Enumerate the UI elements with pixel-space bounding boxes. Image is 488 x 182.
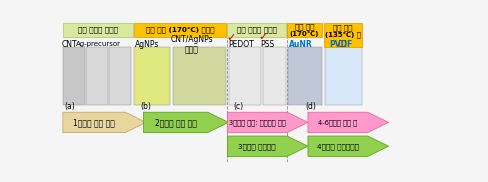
Text: AuNR: AuNR [289, 40, 313, 49]
FancyBboxPatch shape [287, 23, 322, 37]
Text: 저온 소결 (170℃) 후처리: 저온 소결 (170℃) 후처리 [145, 27, 214, 33]
FancyBboxPatch shape [228, 47, 261, 104]
Text: 4차년도 공인시험서: 4차년도 공인시험서 [317, 143, 359, 150]
Text: PVDF: PVDF [329, 40, 352, 49]
FancyBboxPatch shape [63, 47, 85, 104]
Polygon shape [63, 112, 146, 132]
Polygon shape [308, 136, 388, 156]
FancyBboxPatch shape [263, 47, 286, 104]
Text: ✓: ✓ [259, 31, 268, 41]
FancyBboxPatch shape [324, 23, 362, 47]
Text: 3차년도 용융: 온도센서 제조: 3차년도 용융: 온도센서 제조 [229, 119, 285, 126]
Text: AgNPs: AgNPs [135, 40, 160, 49]
Text: 3차년도 특허출원: 3차년도 특허출원 [239, 143, 276, 150]
Text: 1차년도 개발 완료: 1차년도 개발 완료 [73, 118, 115, 127]
FancyBboxPatch shape [134, 47, 170, 104]
Text: (d): (d) [305, 102, 316, 111]
Polygon shape [227, 136, 308, 156]
Text: CNT/AgNPs
복합체: CNT/AgNPs 복합체 [170, 35, 213, 54]
Text: Ag-precursor: Ag-precursor [76, 41, 122, 47]
FancyBboxPatch shape [63, 23, 133, 37]
Text: 상온 후처리 불필요: 상온 후처리 불필요 [237, 27, 277, 33]
Text: CNT: CNT [61, 40, 77, 49]
FancyBboxPatch shape [61, 22, 439, 162]
Text: 2차년도 개발 완료: 2차년도 개발 완료 [155, 118, 197, 127]
Text: 저온 소결
(135℃) 후
처리: 저온 소결 (135℃) 후 처리 [325, 24, 361, 46]
Text: PSS: PSS [260, 40, 274, 49]
Text: (a): (a) [64, 102, 75, 111]
Polygon shape [143, 112, 228, 132]
Text: PEDOT: PEDOT [228, 40, 254, 49]
Text: (b): (b) [141, 102, 152, 111]
Text: 상온 후처리 불필요: 상온 후처리 불필요 [78, 27, 118, 33]
FancyBboxPatch shape [134, 23, 226, 37]
FancyBboxPatch shape [227, 23, 286, 37]
Text: 4-6차년도 개발 중: 4-6차년도 개발 중 [318, 119, 357, 126]
Text: ✓: ✓ [226, 33, 236, 43]
Polygon shape [227, 112, 308, 132]
Text: (c): (c) [233, 102, 243, 111]
FancyBboxPatch shape [173, 47, 225, 104]
FancyBboxPatch shape [86, 47, 108, 104]
FancyBboxPatch shape [109, 47, 131, 104]
Polygon shape [308, 112, 388, 132]
FancyBboxPatch shape [325, 47, 363, 104]
FancyBboxPatch shape [288, 47, 322, 104]
Text: 저온 소결
(170℃): 저온 소결 (170℃) [290, 23, 319, 37]
